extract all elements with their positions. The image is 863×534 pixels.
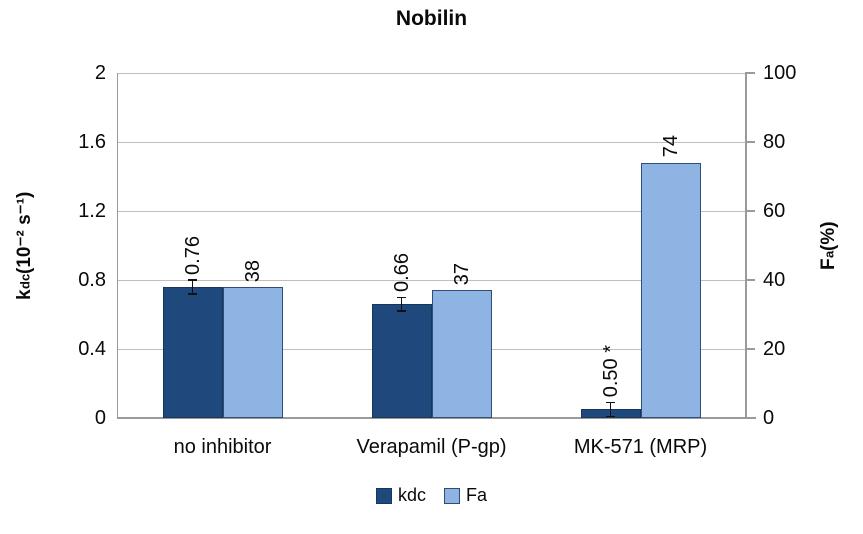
right-axis-title-subscript: a	[821, 250, 837, 259]
right-axis-tick	[745, 279, 755, 281]
right-axis-tick-label: 100	[763, 62, 797, 84]
legend-swatch-kdc	[375, 487, 392, 504]
right-axis-line	[745, 73, 747, 418]
legend-label-Fa: Fa	[466, 485, 488, 505]
bar-Fa	[222, 286, 283, 418]
gridline	[118, 210, 745, 212]
right-axis-tick-label: 20	[763, 338, 786, 360]
legend-swatch-Fa	[444, 487, 460, 504]
right-axis-tick-label: 60	[763, 200, 786, 222]
data-label-kdc: 0.50 *	[599, 345, 622, 398]
right-axis-tick-label: 80	[763, 131, 786, 153]
data-label-Fa: 74	[659, 135, 682, 158]
category-label: no inhibitor	[173, 436, 272, 458]
legend-label-kdc: kdc	[397, 485, 426, 505]
right-axis-tick	[745, 72, 755, 74]
chart-title: Nobilin	[395, 7, 468, 30]
error-bar-cap	[188, 279, 197, 281]
right-axis-tick-label: 40	[763, 269, 786, 291]
gridline	[118, 141, 745, 143]
data-label-Fa: 38	[241, 259, 264, 282]
category-label: Verapamil (P-gp)	[356, 436, 507, 458]
legend-item-kdc: kdc	[375, 485, 426, 506]
left-axis-tick-label: 1.2	[78, 200, 106, 222]
right-axis-tick	[745, 141, 755, 143]
error-bar-line	[400, 297, 403, 312]
gridline	[118, 279, 745, 281]
legend-item-Fa: Fa	[444, 485, 487, 506]
error-bar-line	[191, 280, 194, 294]
left-axis-tick-label: 0	[94, 407, 106, 429]
left-axis-tick-label: 0.4	[78, 338, 106, 360]
right-axis-tick-label: 0	[763, 407, 775, 429]
right-axis-tick	[745, 348, 755, 350]
error-bar-cap	[397, 310, 406, 312]
bar-kdc	[162, 286, 223, 418]
data-label-Fa: 37	[450, 263, 473, 286]
bar-Fa	[640, 162, 701, 418]
left-axis-line	[116, 73, 118, 418]
right-axis-title-units: (%)	[818, 221, 839, 251]
gridline	[118, 72, 745, 74]
data-label-kdc: 0.66	[390, 253, 413, 293]
left-axis-title: k dc (10⁻² s⁻¹)	[14, 73, 36, 418]
category-label: MK-571 (MRP)	[573, 436, 708, 458]
error-bar-cap	[606, 415, 615, 418]
error-bar-cap	[188, 293, 197, 295]
left-axis-tick-label: 0.8	[78, 269, 106, 291]
bar-kdc	[371, 304, 432, 418]
error-bar-cap	[606, 401, 615, 404]
right-axis-tick	[745, 210, 755, 212]
data-label-kdc: 0.76	[181, 236, 204, 275]
left-axis-tick-label: 1.6	[78, 131, 106, 153]
chart-legend: kdc Fa	[0, 485, 863, 506]
bottom-axis-line	[116, 417, 756, 419]
error-bar-cap	[397, 296, 406, 298]
bar-Fa	[431, 290, 492, 418]
left-axis-tick-label: 2	[94, 62, 106, 84]
error-bar-line	[609, 402, 612, 417]
